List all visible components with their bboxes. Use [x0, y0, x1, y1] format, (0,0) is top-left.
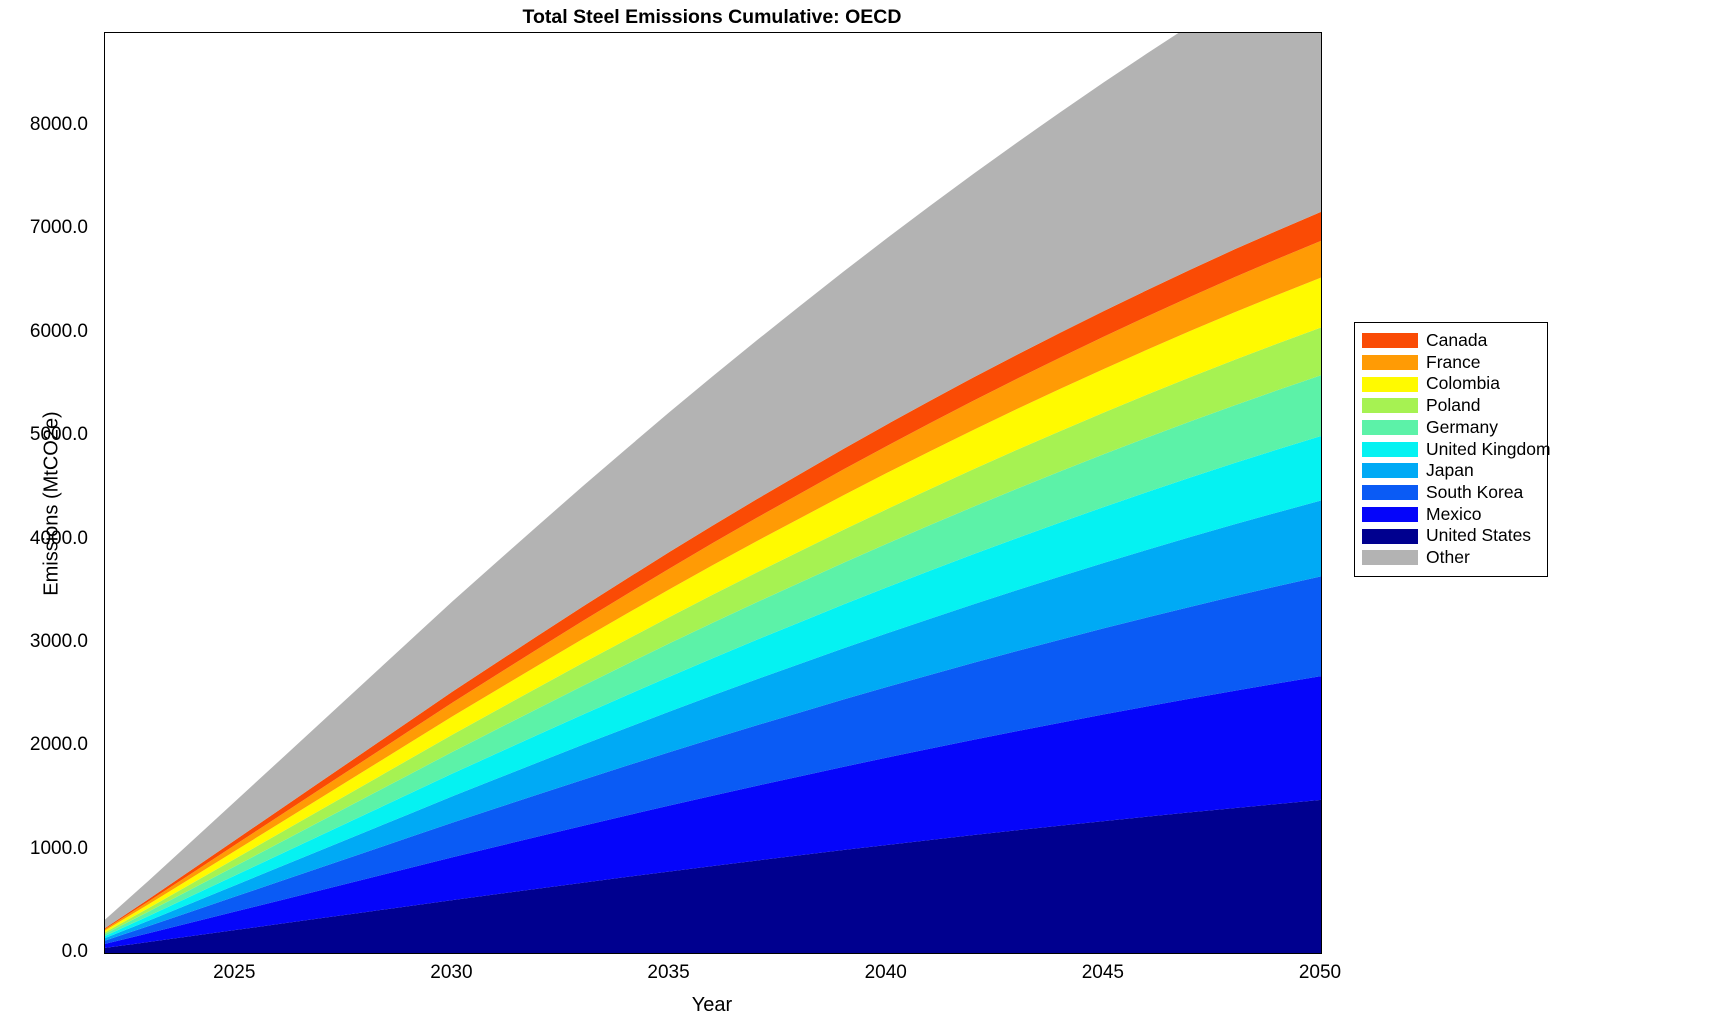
legend-swatch [1362, 550, 1418, 566]
chart-legend: Canada France Colombia Poland Germany United … [1354, 322, 1551, 577]
area-band-canada [105, 211, 1321, 930]
legend-label: United Kingdom [1426, 438, 1551, 459]
area-band-united-states [105, 799, 1321, 953]
legend-item-germany[interactable]: Germany [1362, 417, 1539, 439]
x-tick-label: 2040 [864, 962, 907, 983]
legend-label: France [1426, 351, 1481, 372]
legend-label: United States [1426, 525, 1532, 546]
stacked-area-svg [105, 33, 1321, 953]
area-band-colombia [105, 277, 1321, 933]
area-band-other [105, 33, 1321, 929]
legend-swatch [1362, 420, 1418, 436]
legend-label: Colombia [1426, 373, 1500, 394]
legend-item-mexico[interactable]: Mexico [1362, 504, 1539, 526]
legend-item-south-korea[interactable]: South Korea [1362, 482, 1539, 504]
y-tick-label: 4000.0 [29, 527, 88, 549]
x-tick-label: 2050 [1298, 962, 1342, 983]
legend-item-japan[interactable]: Japan [1362, 460, 1539, 482]
legend-item-united-kingdom[interactable]: United Kingdom [1362, 438, 1551, 460]
legend-swatch [1362, 441, 1418, 457]
y-tick-label: 8000.0 [29, 114, 88, 136]
y-tick-label: 5000.0 [29, 424, 88, 446]
legend-label: Germany [1426, 416, 1498, 437]
x-tick-label: 2045 [1081, 962, 1124, 983]
x-tick-label: 2030 [430, 962, 473, 983]
legend-item-canada[interactable]: Canada [1362, 330, 1539, 352]
legend-swatch [1362, 355, 1418, 371]
area-band-japan [105, 500, 1321, 941]
x-axis-label: Year [691, 994, 733, 1016]
legend-label: Other [1426, 546, 1470, 567]
legend-item-colombia[interactable]: Colombia [1362, 373, 1539, 395]
legend-item-poland[interactable]: Poland [1362, 395, 1539, 417]
area-band-united-kingdom [105, 435, 1321, 939]
legend-swatch [1362, 463, 1418, 479]
legend-swatch [1362, 376, 1418, 392]
legend-swatch [1362, 506, 1418, 522]
area-band-france [105, 240, 1321, 931]
y-tick-label: 3000.0 [29, 630, 88, 652]
x-tick-label: 2025 [213, 962, 256, 983]
legend-swatch [1362, 485, 1418, 501]
y-tick-label: 7000.0 [29, 217, 88, 239]
y-tick-label: 6000.0 [29, 320, 88, 342]
chart-title: Total Steel Emissions Cumulative: OECD [522, 6, 902, 28]
y-tick-label: 1000.0 [29, 837, 88, 859]
legend-item-france[interactable]: France [1362, 352, 1539, 374]
legend-swatch [1362, 398, 1418, 414]
plot-area [104, 32, 1322, 954]
legend-item-united-states[interactable]: United States [1362, 525, 1539, 547]
legend-label: Japan [1426, 460, 1474, 481]
y-tick-label: 2000.0 [29, 734, 88, 756]
legend-label: South Korea [1426, 481, 1524, 502]
legend-label: Poland [1426, 395, 1481, 416]
area-band-germany [105, 375, 1321, 936]
area-band-south-korea [105, 576, 1321, 944]
legend-label: Canada [1426, 330, 1488, 351]
legend-swatch [1362, 528, 1418, 544]
area-band-poland [105, 327, 1321, 934]
area-band-mexico [105, 676, 1321, 948]
legend-item-other[interactable]: Other [1362, 547, 1539, 569]
legend-label: Mexico [1426, 503, 1482, 524]
y-tick-label: 0.0 [61, 941, 88, 962]
legend-swatch [1362, 333, 1418, 349]
x-tick-label: 2035 [647, 962, 690, 983]
